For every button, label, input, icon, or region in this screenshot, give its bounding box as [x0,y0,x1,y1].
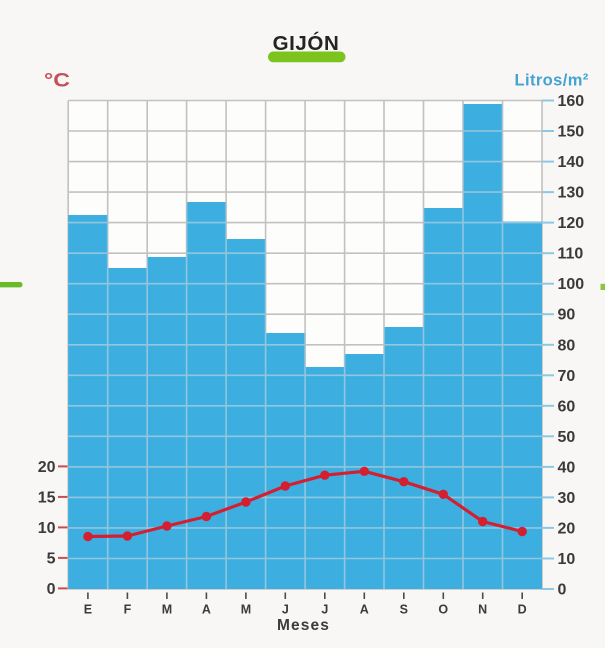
svg-text:150: 150 [558,124,585,141]
svg-text:10: 10 [558,551,576,568]
svg-text:80: 80 [558,337,576,354]
svg-text:20: 20 [38,459,56,476]
svg-text:0: 0 [47,581,56,598]
svg-text:O: O [438,603,448,617]
svg-text:5: 5 [47,550,56,567]
svg-text:90: 90 [558,307,576,324]
svg-text:10: 10 [38,520,56,537]
svg-text:30: 30 [558,490,576,507]
svg-text:20: 20 [558,520,576,537]
svg-text:M: M [162,603,172,617]
svg-text:S: S [400,603,408,617]
svg-text:M: M [241,603,251,617]
svg-text:15: 15 [38,489,56,506]
svg-text:50: 50 [558,429,576,446]
svg-text:130: 130 [558,185,585,202]
svg-text:°C: °C [44,71,70,92]
svg-text:D: D [518,603,527,617]
svg-text:100: 100 [558,276,585,293]
svg-text:E: E [84,603,92,617]
svg-text:40: 40 [558,459,576,476]
svg-text:120: 120 [558,215,585,232]
svg-text:140: 140 [558,154,585,171]
svg-text:0: 0 [558,581,567,598]
svg-text:60: 60 [558,398,576,415]
svg-text:J: J [321,603,328,617]
svg-text:A: A [202,603,211,617]
svg-text:160: 160 [558,93,585,110]
svg-text:70: 70 [558,368,576,385]
svg-text:Meses: Meses [277,617,330,634]
svg-text:GIJÓN: GIJÓN [273,31,340,55]
svg-text:110: 110 [558,246,584,263]
svg-text:N: N [478,603,487,617]
svg-text:F: F [124,603,132,617]
svg-text:J: J [282,603,289,617]
svg-text:Litros/m²: Litros/m² [515,72,589,90]
svg-text:A: A [360,603,369,617]
